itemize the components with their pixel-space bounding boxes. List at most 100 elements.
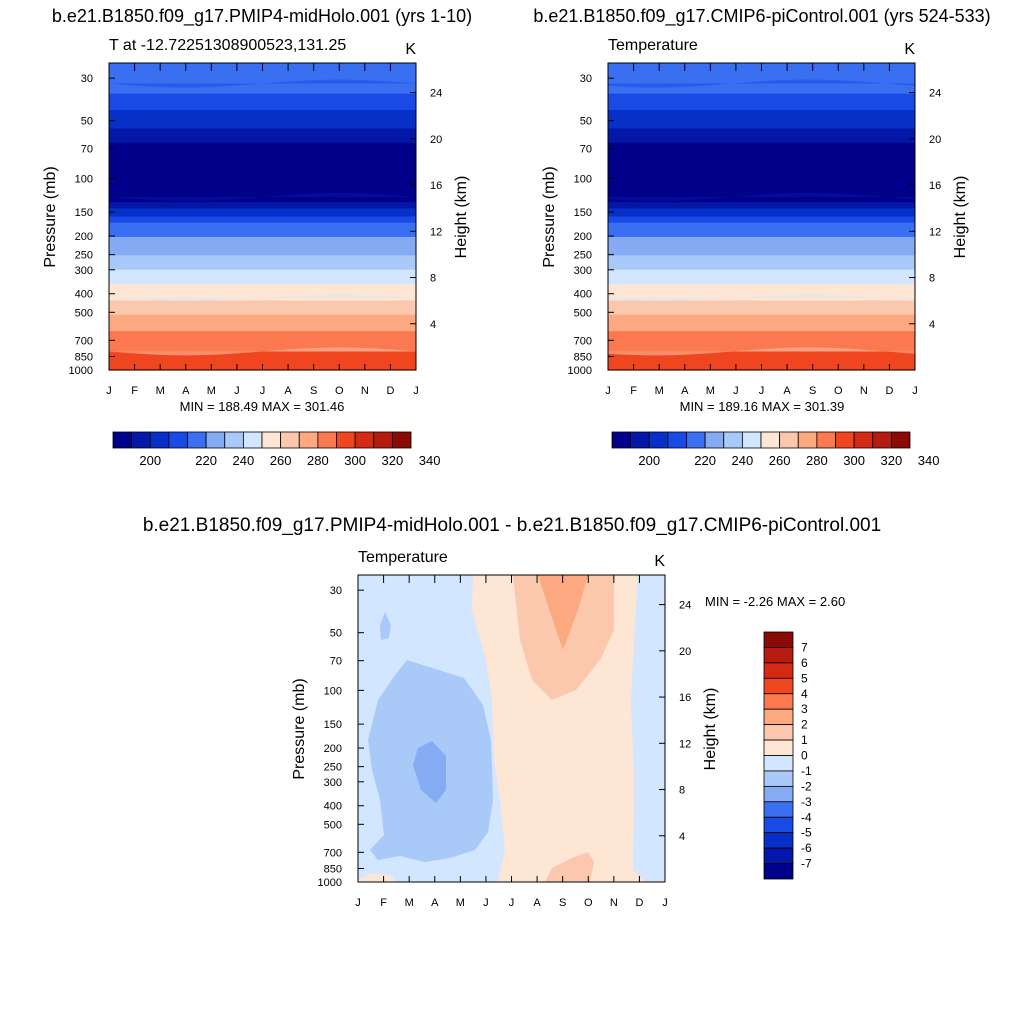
colorbar-swatch — [797, 431, 818, 449]
contour-band — [109, 185, 416, 189]
contour-undulation — [109, 192, 416, 201]
contour-band — [608, 112, 915, 115]
contour-band — [109, 339, 416, 342]
colorbar-swatch — [611, 431, 632, 449]
colorbar-label: 340 — [419, 453, 441, 468]
contour-band — [608, 89, 915, 93]
colorbar-label: 240 — [732, 453, 754, 468]
contour-band — [608, 259, 915, 263]
contour-band — [608, 185, 915, 189]
colorbar-swatch — [298, 431, 319, 449]
y-tick-label-right: 20 — [929, 134, 941, 146]
units-label: K — [904, 41, 915, 58]
contour-band — [608, 269, 915, 273]
colorbar-swatch — [205, 431, 226, 449]
contour-band — [608, 322, 915, 326]
x-tick-label: F — [380, 897, 387, 909]
contour-band — [109, 73, 416, 76]
y-axis-label-right: Height (km) — [952, 176, 969, 259]
y-tick-label-right: 8 — [929, 273, 935, 285]
contour-band — [109, 99, 416, 103]
colorbar-label: 0 — [801, 749, 808, 763]
contour-band — [109, 286, 416, 289]
contour-band — [608, 265, 915, 269]
y-tick-label: 400 — [574, 289, 592, 301]
contour-band — [608, 251, 915, 254]
contour-band — [109, 153, 416, 156]
contour-band — [109, 130, 416, 134]
x-tick-label: J — [662, 897, 668, 909]
colorbar-swatch — [648, 431, 669, 449]
contour-band — [608, 206, 915, 209]
colorbar-swatch — [763, 863, 794, 880]
contour-band — [109, 191, 416, 195]
y-tick-label: 70 — [81, 144, 93, 156]
contour-band — [109, 97, 416, 101]
contour-band — [608, 347, 915, 351]
y-tick-label: 250 — [324, 762, 342, 774]
contour-band — [608, 77, 915, 80]
contour-band — [109, 251, 416, 254]
y-tick-label: 400 — [75, 289, 93, 301]
contour-band — [608, 204, 915, 207]
contour-band — [109, 300, 416, 304]
colorbar-swatch — [354, 431, 375, 449]
contour-band — [608, 132, 915, 136]
contour-band — [608, 343, 915, 347]
contour-band — [109, 331, 416, 334]
colorbar-swatch — [630, 431, 650, 449]
contour-band — [109, 120, 416, 123]
contour-band — [109, 284, 416, 287]
x-tick-label: D — [885, 385, 893, 397]
contour-band — [109, 247, 416, 250]
contour-band — [109, 308, 416, 312]
y-tick-label: 30 — [81, 73, 93, 85]
x-tick-label: A — [284, 385, 292, 397]
x-tick-label: J — [483, 897, 489, 909]
x-tick-label: D — [386, 385, 394, 397]
contour-band — [608, 284, 915, 287]
contour-band — [109, 208, 416, 211]
contour-band — [109, 232, 416, 236]
x-tick-label: M — [156, 385, 165, 397]
contour-band — [608, 103, 915, 107]
colorbar-swatch — [835, 431, 855, 449]
y-tick-label-right: 20 — [679, 646, 691, 658]
contour-band — [109, 279, 416, 283]
contour-band — [608, 202, 915, 205]
contour-band — [109, 343, 416, 347]
colorbar-swatch — [391, 431, 412, 449]
x-tick-label: N — [610, 897, 618, 909]
y-tick-label: 50 — [81, 116, 93, 128]
panel-picontrol: b.e21.B1850.f09_g17.CMIP6-piControl.001 … — [533, 6, 990, 468]
contour-band — [608, 97, 915, 101]
contour-band — [109, 167, 416, 171]
panel-difference: b.e21.B1850.f09_g17.PMIP4-midHolo.001 - … — [143, 515, 881, 909]
y-tick-label-right: 4 — [679, 831, 685, 843]
colorbar-swatch — [763, 631, 794, 648]
contour-band — [109, 281, 416, 285]
contour-band — [109, 294, 416, 297]
contour-band — [109, 103, 416, 107]
contour-band — [608, 214, 915, 218]
colorbar-label: -6 — [801, 841, 812, 855]
contour-band — [608, 339, 915, 342]
contour-band — [608, 189, 915, 193]
y-tick-label-right: 16 — [929, 180, 941, 192]
colorbar-label: 320 — [382, 453, 404, 468]
colorbar-label: 200 — [638, 453, 660, 468]
contour-band — [109, 110, 416, 113]
colorbar-swatch — [853, 431, 874, 449]
x-tick-label: N — [860, 385, 868, 397]
contour-band — [608, 120, 915, 123]
contour-band — [109, 226, 416, 230]
contour-band — [608, 148, 915, 152]
contour-band — [608, 140, 915, 144]
contour-band — [608, 222, 915, 226]
contour-band — [608, 335, 915, 338]
colorbar: 200 220 240 260 280 300 320 340 — [112, 431, 441, 468]
colorbar-swatch — [763, 801, 794, 818]
contour-band — [109, 95, 416, 99]
contour-band — [109, 353, 416, 357]
